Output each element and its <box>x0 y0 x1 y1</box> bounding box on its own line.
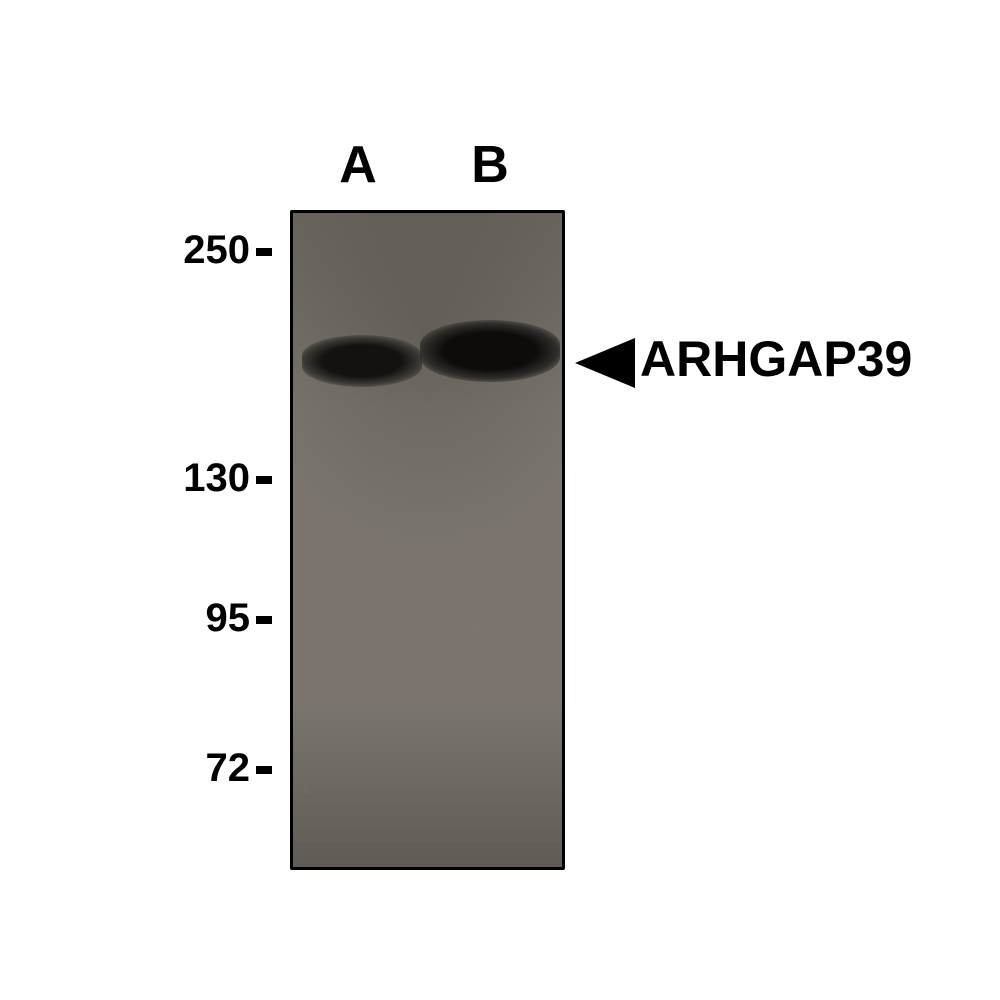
lane-label-b: B <box>460 135 520 195</box>
lane-label-a: A <box>328 135 388 195</box>
marker-tick-72 <box>256 766 272 774</box>
marker-tick-130 <box>256 476 272 484</box>
protein-name-label: ARHGAP39 <box>640 330 912 388</box>
marker-tick-250 <box>256 248 272 256</box>
marker-250: 250 <box>160 228 250 273</box>
marker-tick-95 <box>256 616 272 624</box>
marker-72: 72 <box>160 746 250 791</box>
figure-canvas: { "figure": { "type": "western-blot", "w… <box>0 0 1000 1000</box>
protein-pointer-arrow <box>575 338 635 388</box>
membrane-border <box>290 210 565 870</box>
marker-95: 95 <box>160 596 250 641</box>
marker-130: 130 <box>160 456 250 501</box>
